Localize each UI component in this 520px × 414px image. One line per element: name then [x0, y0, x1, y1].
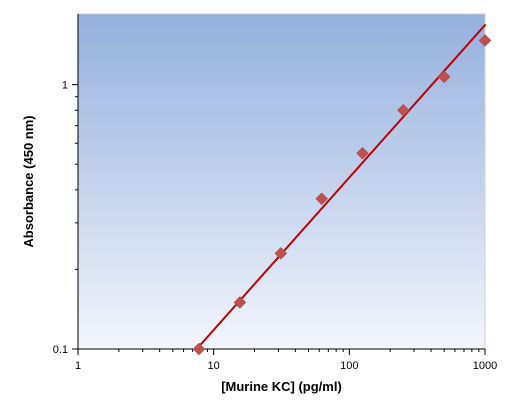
data-point [274, 247, 288, 260]
data-point [396, 103, 410, 117]
fit-line-layer [195, 24, 486, 350]
x-tick-label: 10 [208, 360, 220, 372]
y-axis-ticks: 0.11 [53, 80, 78, 356]
y-tick-label: 1 [62, 80, 68, 92]
plot-area [77, 13, 486, 350]
data-point [478, 34, 492, 47]
data-point [356, 146, 369, 160]
y-tick-label: 0.1 [53, 344, 68, 356]
x-axis-ticks: 1 10 100 1000 [75, 349, 497, 372]
data-point [437, 70, 451, 84]
data-points-layer [192, 34, 492, 356]
x-tick-label: 100 [340, 360, 358, 372]
data-point [192, 342, 206, 356]
data-point [315, 192, 328, 206]
x-tick-label: 1000 [473, 360, 497, 372]
fit-line [195, 24, 486, 350]
x-axis-title: [Murine KC] (pg/ml) [221, 379, 342, 394]
y-axis-title: Absorbance (450 nm) [21, 115, 36, 247]
data-point [233, 296, 247, 309]
x-tick-label: 1 [75, 360, 81, 372]
